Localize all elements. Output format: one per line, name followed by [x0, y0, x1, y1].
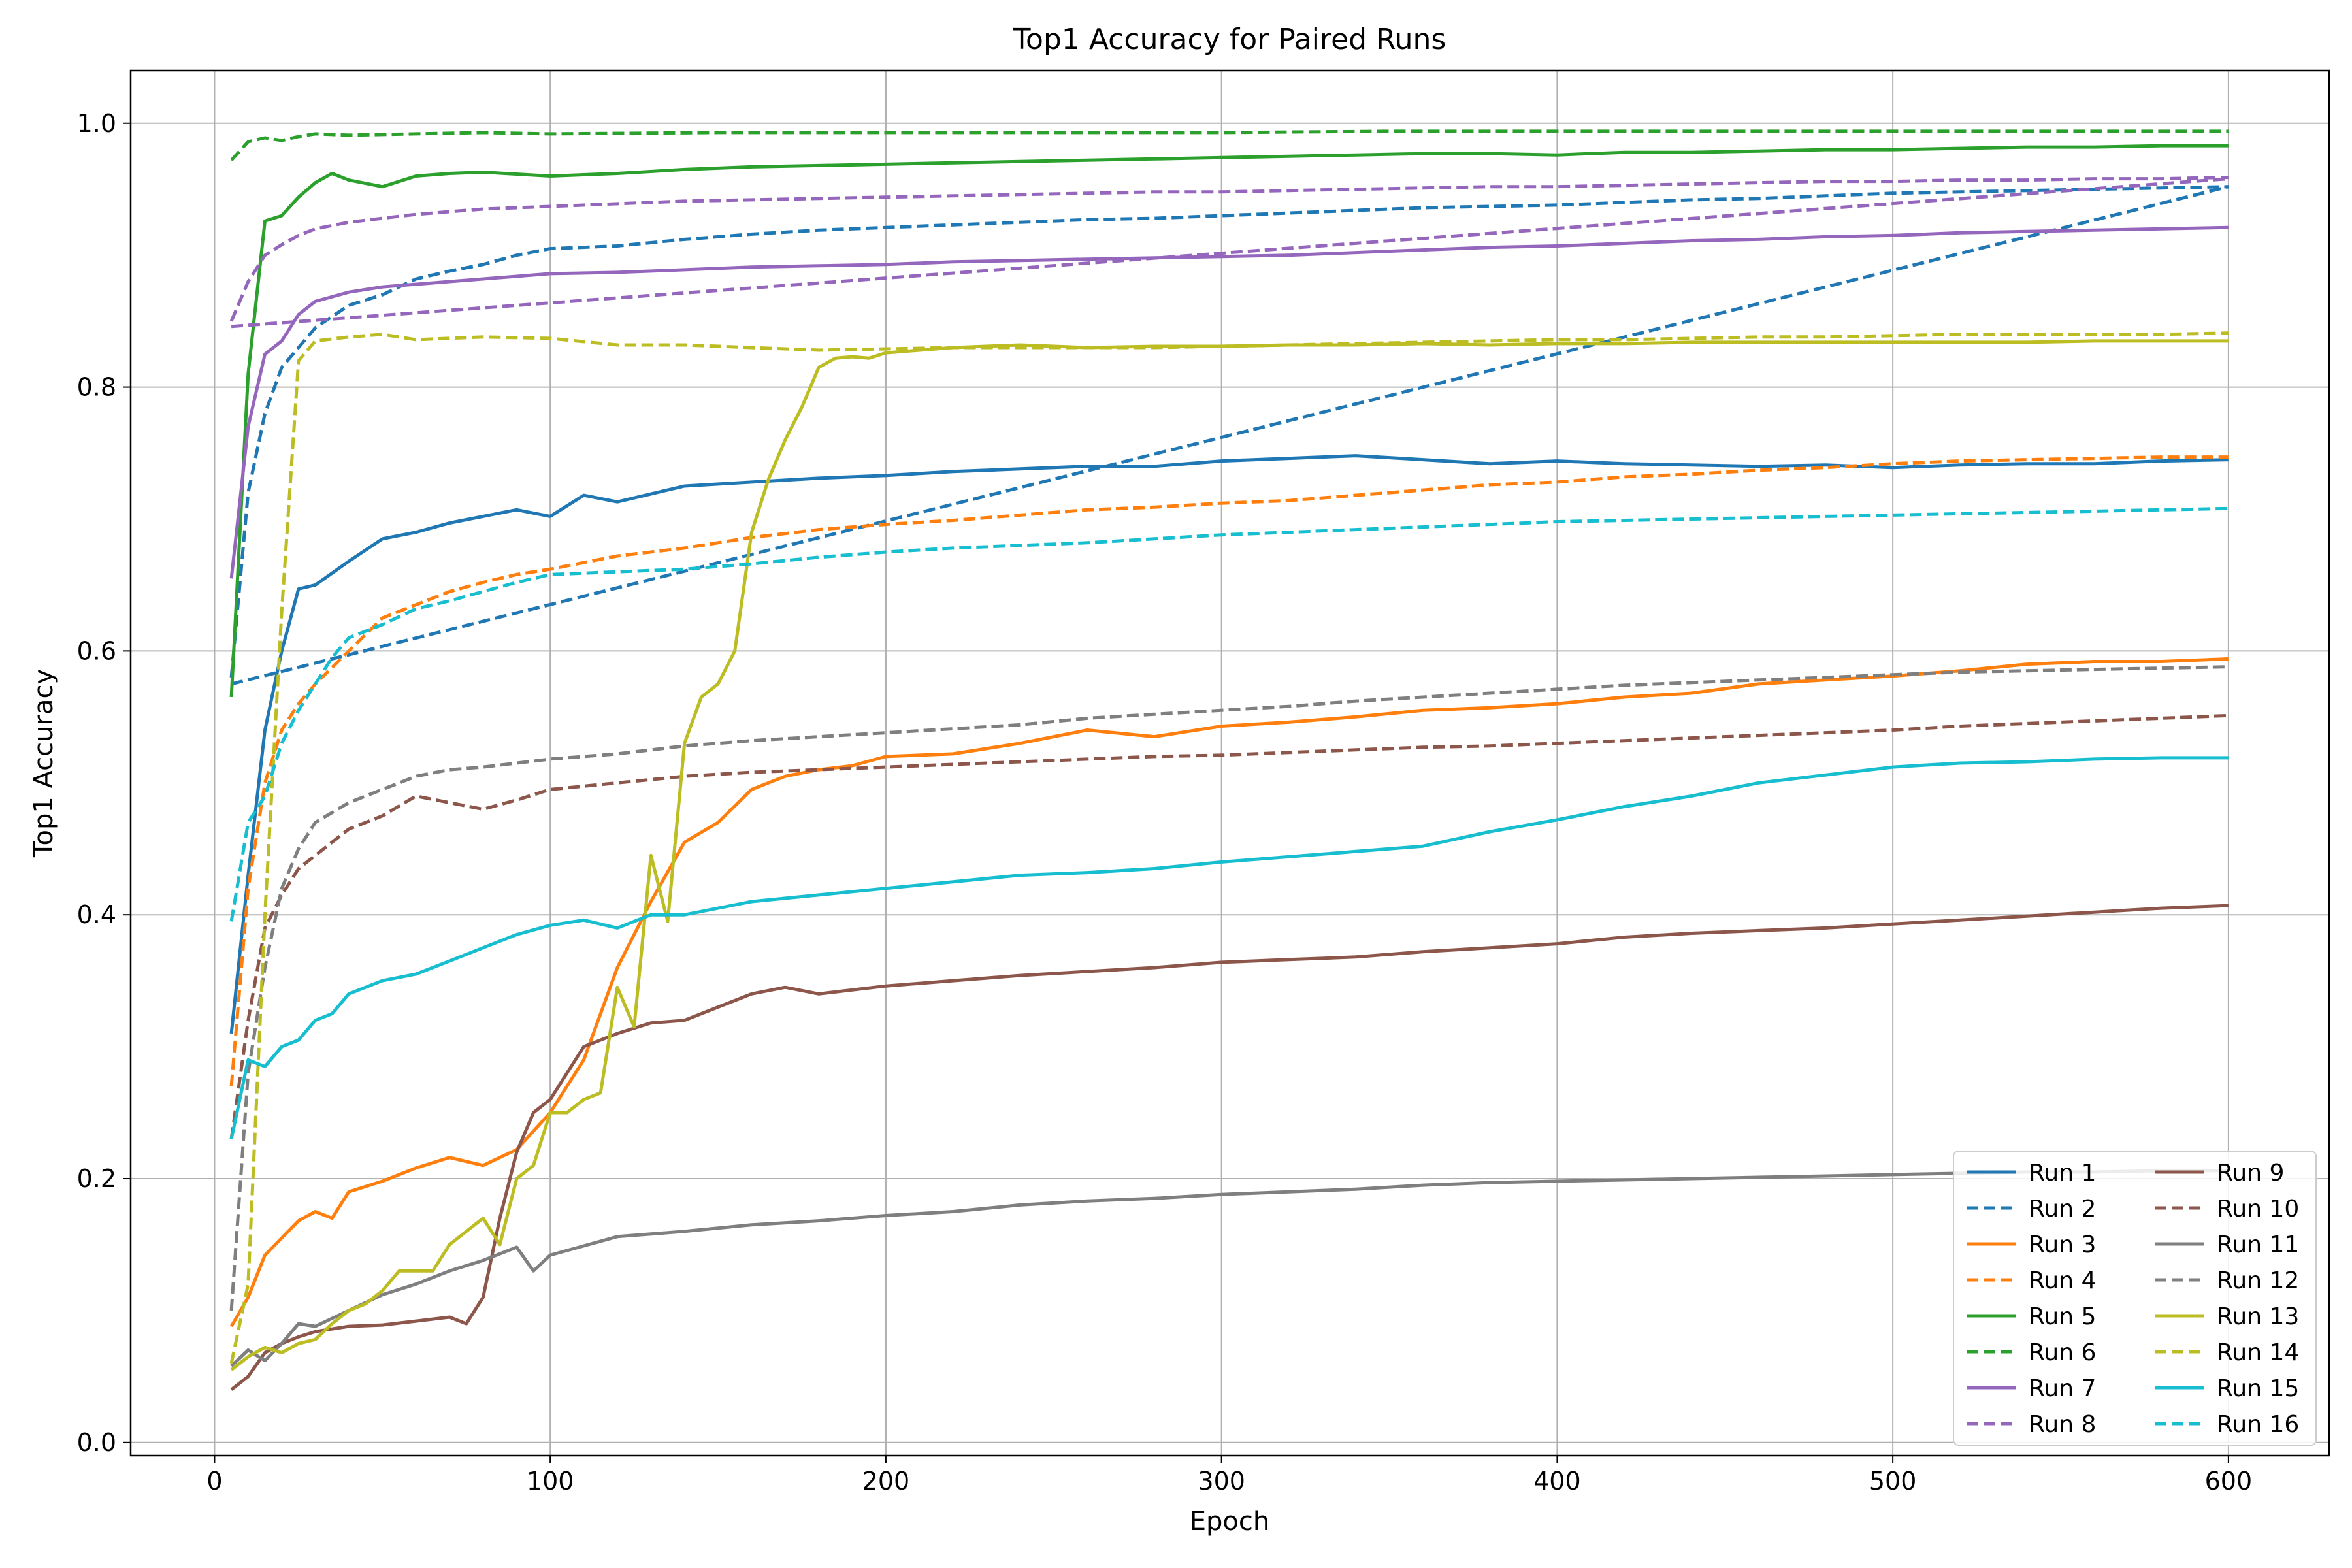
legend-label: Run 14 — [2217, 1339, 2299, 1366]
legend-label: Run 3 — [2029, 1232, 2096, 1258]
legend-label: Run 2 — [2029, 1196, 2096, 1222]
y-tick-label: 0.4 — [77, 900, 116, 929]
series-line-run-8 — [231, 177, 2229, 329]
series-line-run-7 — [229, 225, 2229, 579]
legend-label: Run 8 — [2029, 1411, 2096, 1438]
x-tick-label: 0 — [206, 1467, 222, 1495]
series-line-run-4 — [229, 455, 2229, 1086]
legend-label: Run 9 — [2217, 1160, 2284, 1186]
legend-label: Run 6 — [2029, 1339, 2096, 1366]
series-line-run-11 — [230, 1169, 2229, 1367]
y-tick-label: 0.0 — [77, 1428, 116, 1457]
series-line-run-16 — [229, 506, 2229, 922]
legend-label: Run 13 — [2217, 1303, 2299, 1330]
legend: Run 1 Run 2 Run 3 Run 4 Run 5 Run 6 Run 7 Run 8… — [1953, 1151, 2317, 1446]
series-line-run-14 — [229, 331, 2229, 1364]
legend-label: Run 15 — [2217, 1375, 2299, 1402]
series-line-run-1 — [229, 454, 2229, 1034]
legend-label: Run 16 — [2217, 1411, 2299, 1438]
series-line-run-9 — [230, 904, 2229, 1391]
series-line-run-10 — [229, 713, 2229, 1139]
chart-title: Top1 Accuracy for Paired Runs — [1013, 23, 1446, 56]
legend-label: Run 4 — [2029, 1267, 2096, 1294]
y-tick-label: 0.6 — [77, 636, 116, 665]
y-tick-label: 0.2 — [77, 1164, 116, 1193]
series-line-run-3 — [229, 657, 2229, 1328]
series-line-run-12 — [229, 665, 2229, 1311]
legend-label: Run 5 — [2029, 1303, 2096, 1330]
series-line-run-5 — [229, 144, 2229, 698]
y-axis-label: Top1 Accuracy — [29, 669, 59, 858]
y-tick-label: 1.0 — [77, 109, 116, 138]
x-axis-ticks: 0 100 200 300 400 500 600 — [206, 1456, 2252, 1495]
plot-lines — [229, 129, 2229, 1391]
y-axis-ticks: 0.0 0.2 0.4 0.6 0.8 1.0 — [77, 109, 131, 1457]
series-line-run-13 — [230, 339, 2229, 1371]
legend-label: Run 7 — [2029, 1375, 2096, 1402]
legend-label: Run 10 — [2217, 1196, 2299, 1222]
x-tick-label: 400 — [1533, 1467, 1581, 1495]
series-line-run-15 — [229, 756, 2229, 1139]
legend-label: Run 12 — [2217, 1267, 2299, 1294]
grid — [131, 71, 2329, 1456]
x-tick-label: 200 — [862, 1467, 910, 1495]
x-tick-label: 600 — [2205, 1467, 2253, 1495]
series-line-run-2 — [231, 185, 2229, 686]
series-line-run-6 — [230, 129, 2229, 161]
x-axis-label: Epoch — [1190, 1507, 1269, 1537]
series-line-run-2 — [229, 185, 2229, 678]
plot-frame — [129, 69, 2330, 1457]
legend-label: Run 11 — [2217, 1232, 2299, 1258]
y-tick-label: 0.8 — [77, 373, 116, 402]
x-tick-label: 300 — [1198, 1467, 1245, 1495]
legend-label: Run 1 — [2029, 1160, 2096, 1186]
x-tick-label: 100 — [527, 1467, 574, 1495]
legend-box — [1953, 1151, 2317, 1446]
series-line-run-8 — [229, 176, 2229, 322]
x-tick-label: 500 — [1869, 1467, 1917, 1495]
